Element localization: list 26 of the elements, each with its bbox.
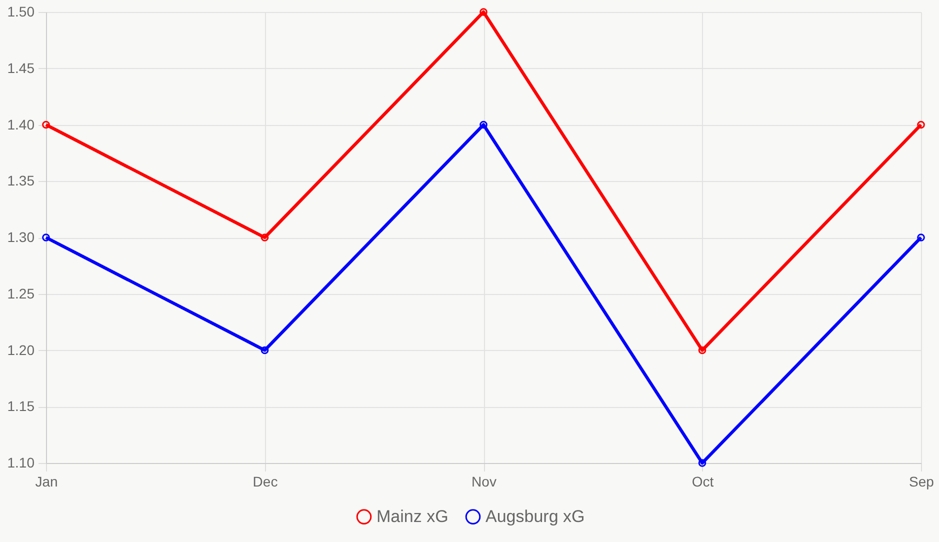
x-tick-label: Oct <box>692 474 714 490</box>
y-tick-label: 1.30 <box>7 229 35 245</box>
point <box>480 8 488 16</box>
legend-label: Mainz xG <box>376 506 448 526</box>
x-tick-label: Dec <box>252 474 278 490</box>
y-tick-label: 1.50 <box>7 4 35 20</box>
point <box>698 346 706 354</box>
x-tick-label: Nov <box>472 474 496 490</box>
x-tick-label: Jan <box>35 474 58 490</box>
point <box>260 234 269 242</box>
legend-label: Augsburg xG <box>486 506 585 526</box>
y-tick-label: 1.35 <box>7 172 35 189</box>
point <box>917 120 925 129</box>
point <box>42 120 50 129</box>
y-tick-label: 1.40 <box>7 116 35 132</box>
y-tick-label: 1.25 <box>7 285 35 302</box>
point <box>42 234 50 242</box>
x-tick-label: Sep <box>909 474 934 490</box>
point <box>917 234 925 242</box>
y-tick-label: 1.45 <box>7 60 35 76</box>
point <box>480 120 488 129</box>
y-tick-label: 1.20 <box>7 342 35 358</box>
point <box>698 459 706 467</box>
point <box>260 346 269 354</box>
y-tick-label: 1.15 <box>7 398 35 414</box>
y-tick-label: 1.10 <box>7 454 35 470</box>
